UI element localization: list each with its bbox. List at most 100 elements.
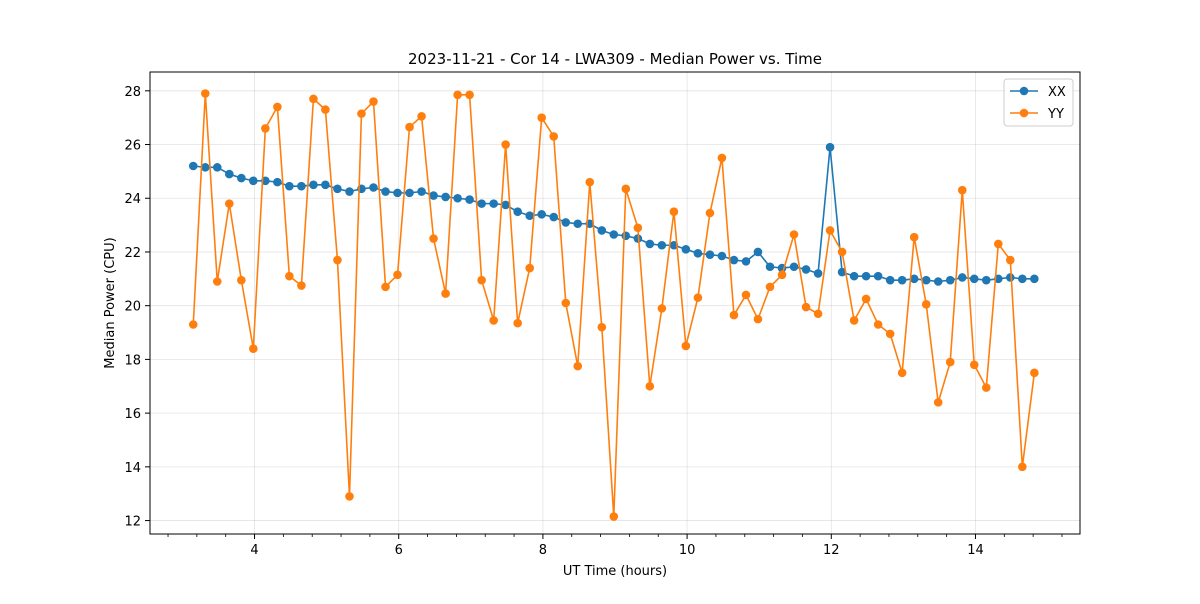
data-point-yy [1018, 462, 1027, 472]
data-point-xx [369, 183, 378, 192]
data-point-yy [381, 282, 390, 292]
data-point-yy [994, 239, 1003, 249]
data-point-yy [489, 316, 498, 325]
series-xx [188, 142, 1039, 286]
data-point-xx [729, 255, 739, 265]
data-point-xx [909, 274, 919, 284]
y-tick-label: 14 [124, 461, 141, 476]
data-point-xx [933, 277, 943, 286]
data-point-xx [753, 247, 763, 257]
data-point-yy [537, 113, 546, 122]
x-tick-label: 14 [967, 543, 984, 558]
data-point-xx [633, 234, 643, 243]
data-point-yy [777, 270, 787, 280]
data-point-xx [381, 187, 390, 196]
data-point-xx [188, 161, 198, 171]
data-point-xx [489, 199, 498, 208]
data-point-xx [1005, 273, 1015, 282]
data-point-yy [417, 112, 426, 121]
data-point-yy [429, 234, 438, 243]
data-point-xx [525, 211, 535, 221]
data-point-yy [309, 94, 318, 104]
data-point-yy [273, 102, 282, 112]
data-point-yy [921, 300, 931, 309]
data-point-xx [200, 163, 210, 172]
data-point-yy [561, 298, 571, 308]
data-point-yy [321, 105, 330, 114]
data-point-yy [212, 277, 222, 286]
data-point-xx [237, 173, 246, 183]
data-point-yy [369, 97, 378, 106]
data-point-xx [429, 191, 438, 200]
data-point-xx [873, 271, 883, 281]
data-point-yy [957, 185, 967, 195]
data-point-yy [981, 383, 991, 392]
data-point-xx [477, 199, 486, 208]
data-point-xx [561, 218, 571, 227]
y-tick-label: 18 [124, 353, 141, 368]
x-tick-label: 4 [250, 543, 258, 558]
data-point-yy [225, 199, 234, 208]
data-point-xx [501, 200, 510, 210]
data-point-yy [333, 255, 342, 265]
data-point-yy [501, 140, 510, 149]
data-point-xx [212, 163, 222, 172]
data-point-yy [969, 360, 979, 370]
data-point-yy [405, 122, 414, 132]
data-point-xx [609, 230, 619, 239]
data-point-yy [909, 232, 919, 242]
data-point-xx [549, 212, 559, 222]
data-point-yy [441, 289, 450, 298]
data-point-yy [945, 357, 955, 367]
data-point-yy [633, 223, 643, 233]
data-point-xx [297, 181, 306, 191]
data-point-yy [657, 304, 667, 313]
x-tick-label: 6 [395, 543, 403, 558]
legend-marker-yy [1019, 108, 1029, 118]
data-point-yy [693, 293, 703, 302]
data-point-xx [345, 187, 354, 196]
data-point-yy [741, 290, 751, 300]
data-point-xx [405, 188, 414, 198]
data-point-yy [237, 275, 246, 285]
data-point-yy [681, 341, 691, 351]
y-tick-label: 26 [124, 139, 141, 154]
data-point-yy [897, 368, 907, 378]
data-point-yy [837, 247, 847, 257]
legend-marker-xx [1019, 86, 1029, 96]
x-tick-label: 8 [539, 543, 547, 558]
data-point-yy [609, 512, 619, 521]
data-point-yy [849, 316, 859, 325]
data-point-yy [453, 90, 462, 100]
data-point-xx [621, 231, 631, 241]
y-tick-label: 28 [124, 85, 141, 100]
data-point-xx [957, 273, 967, 282]
data-point-xx [285, 181, 294, 191]
x-tick-label: 12 [823, 543, 840, 558]
data-point-xx [765, 262, 775, 272]
y-tick-label: 24 [124, 192, 141, 207]
data-point-xx [681, 244, 691, 254]
data-point-xx [705, 250, 715, 259]
data-point-yy [261, 124, 270, 133]
data-point-xx [717, 251, 727, 261]
data-point-yy [597, 322, 607, 332]
data-point-yy [297, 281, 306, 290]
y-tick-label: 12 [124, 515, 141, 530]
data-point-yy [873, 320, 883, 329]
data-point-yy [477, 275, 486, 285]
data-point-yy [285, 271, 294, 281]
data-point-xx [1030, 274, 1039, 284]
data-point-xx [813, 269, 823, 278]
data-point-xx [657, 240, 667, 250]
data-point-xx [789, 262, 799, 272]
data-point-yy [669, 207, 679, 216]
data-point-xx [321, 180, 330, 190]
data-point-xx [849, 271, 859, 281]
legend: XX YY [1003, 78, 1074, 127]
data-point-xx [825, 142, 835, 152]
data-point-xx [693, 249, 703, 258]
plot-frame [149, 71, 1081, 535]
x-axis-label: UT Time (hours) [563, 564, 667, 579]
